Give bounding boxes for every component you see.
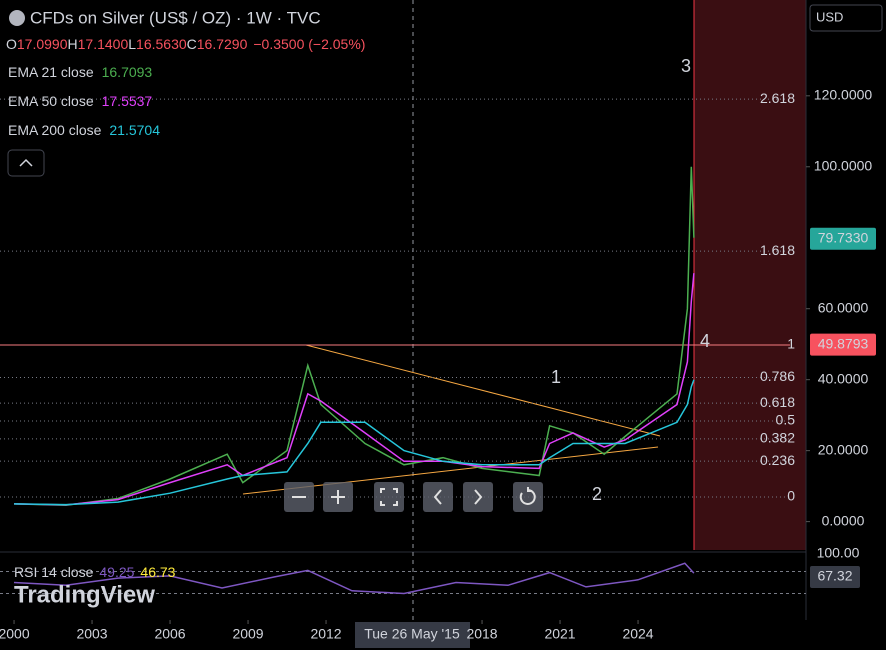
ohlc-part: O [6, 36, 17, 52]
wave-label: 1 [551, 367, 561, 387]
legend-name: EMA 50 close [8, 93, 94, 109]
ohlc-part: L [128, 36, 136, 52]
y-tick-label: 60.0000 [818, 299, 869, 315]
fib-label: 1 [787, 336, 795, 352]
toolbar [284, 482, 543, 512]
ohlc: O17.0990H17.1400L16.5630C16.7290 −0.3500 … [6, 36, 365, 52]
legend-name: EMA 21 close [8, 64, 94, 80]
wave-label: 2 [592, 484, 602, 504]
brand: TradingView [14, 581, 155, 608]
reset[interactable] [513, 482, 543, 512]
ohlc-part: C [187, 36, 197, 52]
legend-entry: EMA 50 close 17.5537 [8, 93, 152, 109]
y-tick-label: 0.0000 [822, 512, 865, 528]
rsi-line [13, 562, 695, 595]
fib-label: 0.382 [760, 430, 795, 446]
reset-zoom[interactable] [374, 482, 404, 512]
wave-label: 4 [700, 331, 710, 351]
rsi-legend: RSI 14 close 49.25 46.73 [14, 564, 176, 580]
legend-name: EMA 200 close [8, 122, 102, 138]
y-tick-label: 100.0000 [814, 157, 873, 173]
fib-label: 0.236 [760, 452, 795, 468]
price-badge [810, 333, 876, 356]
series-line [13, 379, 695, 506]
red-zone [694, 0, 806, 550]
currency-box[interactable] [809, 4, 883, 32]
ohlc-part: 16.5630 [136, 36, 187, 52]
x-tick-label: 2018 [466, 626, 497, 642]
scroll-right[interactable] [463, 482, 493, 512]
collapse-button[interactable] [7, 149, 45, 177]
rsi-title: RSI 14 close [14, 564, 94, 580]
series-line [13, 166, 695, 507]
x-tick-label: 2003 [76, 626, 107, 642]
x-tick-label: 2000 [0, 626, 30, 642]
collapse-icon [19, 158, 33, 167]
price-badge-label: 49.8793 [818, 335, 869, 351]
fib-label: 1.618 [760, 242, 795, 258]
x-tick-label: 2009 [232, 626, 263, 642]
fib-label: 0.618 [760, 394, 795, 410]
price-badge-label: 79.7330 [818, 229, 869, 245]
crosshair-label: Tue 26 May '15 [364, 626, 460, 642]
x-tick-label: 2006 [154, 626, 185, 642]
legend-entry: EMA 200 close 21.5704 [8, 122, 160, 138]
legend-value: 21.5704 [109, 122, 160, 138]
rsi-ma_value: 46.73 [140, 564, 175, 580]
y-tick-label: 20.0000 [818, 441, 869, 457]
fib-label: 0.5 [776, 412, 796, 428]
ohlc-part: 17.1400 [78, 36, 129, 52]
legend-value: 16.7093 [102, 64, 153, 80]
ohlc-part: 16.7290 [197, 36, 248, 52]
x-tick-label: 2012 [310, 626, 341, 642]
rsi-value: 49.25 [99, 564, 134, 580]
chart-title: CFDs on Silver (US$ / OZ) · 1W · TVC [30, 8, 321, 27]
rsi-top: 100.00 [817, 545, 860, 561]
y-tick-label: 120.0000 [814, 87, 873, 103]
currency: USD [816, 9, 843, 24]
rsi-last: 67.32 [817, 568, 852, 584]
wave-label: 3 [681, 56, 691, 76]
x-tick-label: 2024 [622, 626, 653, 642]
fib-label: 0.786 [760, 368, 795, 384]
legend-entry: EMA 21 close 16.7093 [8, 64, 152, 80]
fib-label: 2.618 [760, 90, 795, 106]
ohlc-part: 17.0990 [17, 36, 68, 52]
crosshair-label-box [355, 622, 470, 648]
symbol-icon [9, 10, 25, 26]
legend-value: 17.5537 [102, 93, 153, 109]
ohlc-part: H [68, 36, 78, 52]
scroll-left[interactable] [423, 482, 453, 512]
y-tick-label: 40.0000 [818, 370, 869, 386]
fib-label: 0 [787, 488, 795, 504]
price-badge [810, 227, 876, 250]
ohlc-part: −0.3500 (−2.05%) [253, 36, 365, 52]
x-tick-label: 2021 [544, 626, 575, 642]
rsi-badge [810, 566, 860, 588]
